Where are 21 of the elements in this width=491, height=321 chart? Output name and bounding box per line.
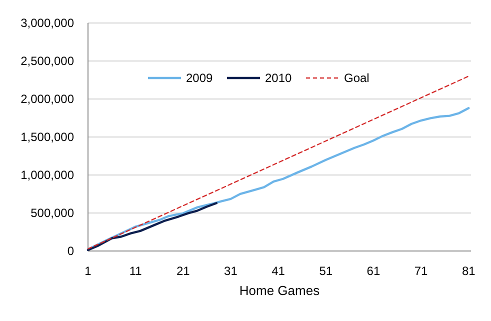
legend-label: Goal <box>344 71 370 86</box>
y-tick-label: 500,000 <box>30 206 74 220</box>
legend-label: 2010 <box>265 71 292 86</box>
legend-label: 2009 <box>186 71 214 86</box>
y-tick-label: 2,500,000 <box>20 54 74 68</box>
y-tick-label: 1,500,000 <box>20 130 74 144</box>
x-tick-label: 51 <box>319 264 333 278</box>
x-tick-label: 1 <box>84 264 92 278</box>
x-tick-label: 61 <box>366 264 380 278</box>
x-tick-label: 41 <box>272 264 286 278</box>
y-tick-label: 0 <box>67 244 74 258</box>
y-tick-label: 3,000,000 <box>20 16 74 30</box>
y-tick-label: 2,000,000 <box>20 92 74 106</box>
x-tick-label: 71 <box>414 264 428 278</box>
x-axis-title: Home Games <box>239 283 320 298</box>
x-tick-label: 31 <box>224 264 238 278</box>
x-tick-label: 11 <box>129 264 142 278</box>
x-tick-label: 81 <box>462 264 476 278</box>
x-tick-label: 21 <box>176 264 190 278</box>
y-tick-label: 1,000,000 <box>20 168 74 182</box>
line-series <box>86 202 218 252</box>
